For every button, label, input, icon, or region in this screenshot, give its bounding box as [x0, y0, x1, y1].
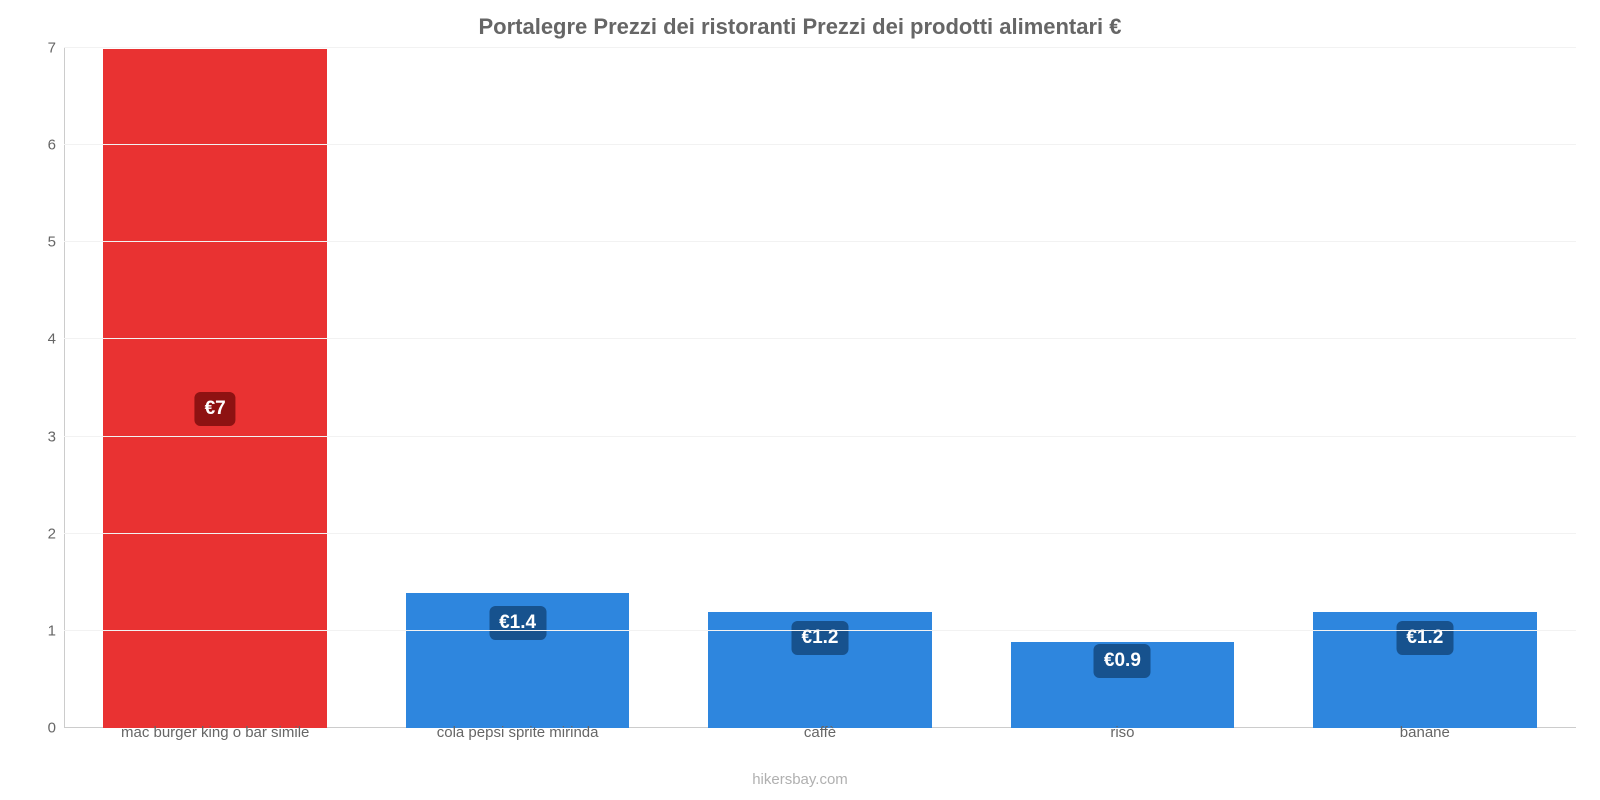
bar: €1.4 [406, 592, 630, 728]
x-tick-label: cola pepsi sprite mirinda [366, 724, 668, 741]
bar-value-label: €7 [195, 392, 236, 426]
gridline [64, 436, 1576, 437]
bar-value-label: €1.2 [1396, 621, 1453, 655]
y-tick-label: 2 [48, 525, 56, 542]
x-tick-label: banane [1274, 724, 1576, 741]
chart-title: Portalegre Prezzi dei ristoranti Prezzi … [24, 14, 1576, 40]
y-tick-label: 4 [48, 331, 56, 348]
chart-footer: hikersbay.com [0, 771, 1600, 788]
gridline [64, 144, 1576, 145]
gridline [64, 47, 1576, 48]
gridline [64, 533, 1576, 534]
bar-value-label: €1.2 [792, 621, 849, 655]
x-axis-labels: mac burger king o bar similecola pepsi s… [64, 724, 1576, 741]
y-tick-label: 1 [48, 622, 56, 639]
y-tick-label: 6 [48, 137, 56, 154]
bar-slot: €1.4 [366, 48, 668, 728]
bar-slot: €1.2 [669, 48, 971, 728]
bar-value-label: €1.4 [489, 606, 546, 640]
y-tick-label: 5 [48, 234, 56, 251]
bar: €7 [103, 48, 327, 728]
y-tick-label: 7 [48, 40, 56, 57]
plot-area: 01234567 €7€1.4€1.2€0.9€1.2 [24, 48, 1576, 728]
bar-slot: €0.9 [971, 48, 1273, 728]
y-tick-label: 3 [48, 428, 56, 445]
bar-slot: €7 [64, 48, 366, 728]
bar: €0.9 [1011, 641, 1235, 728]
gridline [64, 630, 1576, 631]
bars-group: €7 €1.4 €1.2 €0.9 €1.2 [64, 48, 1576, 728]
gridline [64, 241, 1576, 242]
bar-slot: €1.2 [1274, 48, 1576, 728]
x-tick-label: caffè [669, 724, 971, 741]
gridline [64, 338, 1576, 339]
y-axis: 01234567 [24, 48, 64, 728]
y-tick-label: 0 [48, 720, 56, 737]
x-tick-label: riso [971, 724, 1273, 741]
x-tick-label: mac burger king o bar simile [64, 724, 366, 741]
chart-container: Portalegre Prezzi dei ristoranti Prezzi … [0, 0, 1600, 800]
bar-value-label: €0.9 [1094, 644, 1151, 678]
